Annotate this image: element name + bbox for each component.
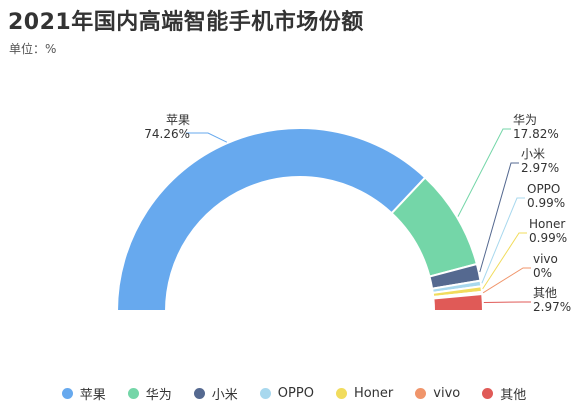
legend-label: Honer [353, 386, 394, 401]
leader-line-5 [482, 267, 531, 294]
legend-item-0[interactable]: 苹果 [61, 384, 106, 403]
data-label-name-3: OPPO [527, 182, 560, 196]
legend-label: 其他 [500, 388, 527, 403]
slice-6 [432, 292, 485, 312]
half-donut-chart: 苹果74.26%华为17.82%小米2.97%OPPO0.99%Honer0.9… [115, 113, 571, 314]
legend-item-2[interactable]: 小米 [193, 384, 238, 403]
legend-marker [482, 388, 494, 399]
data-label-name-4: Honer [529, 217, 565, 231]
data-label-name-5: vivo [533, 252, 558, 266]
legend-label: vivo [433, 386, 461, 401]
chart-title: 2021年国内高端智能手机市场份额 [8, 10, 364, 35]
legend-marker [259, 388, 271, 399]
data-label-value-2: 2.97% [521, 161, 559, 175]
legend-item-3[interactable]: OPPO [259, 386, 314, 401]
legend-item-1[interactable]: 华为 [127, 384, 172, 403]
legend-marker [127, 388, 139, 399]
leader-line-2 [479, 162, 519, 273]
unit-label: 单位：% [9, 42, 57, 56]
legend-item-4[interactable]: Honer [335, 386, 394, 401]
legend-label: 小米 [211, 388, 238, 403]
chart-legend: 苹果 华为 小米 OPPO Honer vivo 其他 [0, 384, 588, 403]
data-label-name-2: 小米 [521, 147, 545, 161]
legend-item-6[interactable]: 其他 [482, 384, 526, 403]
legend-marker [193, 388, 205, 399]
data-label-name-6: 其他 [533, 286, 557, 300]
data-label-value-1: 17.82% [513, 127, 559, 141]
data-label-value-5: 0% [533, 266, 552, 280]
legend-marker [415, 388, 427, 399]
leader-line-3 [481, 197, 525, 284]
leader-line-4 [482, 232, 527, 290]
slice-0 [115, 127, 427, 312]
data-label-name-1: 华为 [513, 113, 537, 127]
legend-marker [61, 388, 73, 399]
data-label-value-4: 0.99% [529, 231, 567, 245]
data-label-value-6: 2.97% [533, 300, 571, 314]
leader-line-1 [457, 128, 511, 217]
data-label-value-0: 74.26% [144, 127, 190, 141]
legend-item-5[interactable]: vivo [415, 386, 460, 401]
data-label-value-3: 0.99% [527, 196, 565, 210]
legend-marker [335, 388, 347, 399]
legend-label: 华为 [145, 388, 172, 403]
legend-label: OPPO [277, 386, 314, 401]
data-label-name-0: 苹果 [166, 113, 190, 127]
legend-label: 苹果 [79, 388, 106, 403]
leader-line-0 [186, 132, 228, 143]
